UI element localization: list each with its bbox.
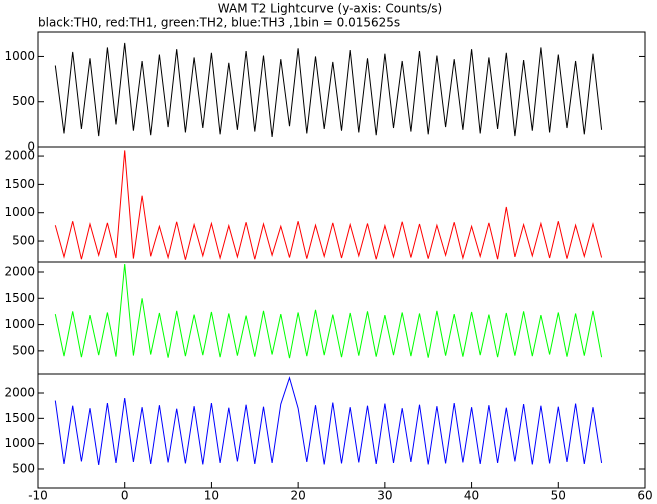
x-tick-label: 10	[204, 489, 219, 503]
y-tick-label: 500	[12, 94, 35, 108]
y-tick-label: 500	[12, 234, 35, 248]
panel-frame	[37, 373, 646, 489]
y-tick-label: 1500	[4, 177, 35, 191]
data-line	[54, 42, 603, 138]
y-tick-label: 0	[27, 140, 35, 154]
y-tick-label: 1500	[4, 291, 35, 305]
chart-subtitle: black:TH0, red:TH1, green:TH2, blue:TH3 …	[38, 16, 400, 30]
y-tick-label: 500	[12, 343, 35, 357]
y-tick-label: 1000	[4, 436, 35, 450]
y-tick-label: 1500	[4, 411, 35, 425]
y-tick-label: 500	[12, 462, 35, 476]
x-tick-label: 0	[121, 489, 129, 503]
data-line	[54, 264, 603, 359]
x-tick-label: 50	[551, 489, 566, 503]
chart-title: WAM T2 Lightcurve (y-axis: Counts/s)	[218, 2, 442, 16]
y-tick-label: 2000	[4, 149, 35, 163]
y-tick-label: 2000	[4, 386, 35, 400]
x-tick-label: 20	[291, 489, 306, 503]
y-tick-label: 1000	[4, 49, 35, 63]
y-tick-label: 2000	[4, 264, 35, 278]
x-tick-label: -10	[28, 489, 48, 503]
y-tick-label: 1000	[4, 205, 35, 219]
x-tick-label: 30	[377, 489, 392, 503]
x-tick-label: 60	[637, 489, 652, 503]
y-tick-label: 1000	[4, 317, 35, 331]
x-tick-label: 40	[464, 489, 479, 503]
data-line	[54, 150, 603, 260]
data-line	[54, 376, 603, 465]
